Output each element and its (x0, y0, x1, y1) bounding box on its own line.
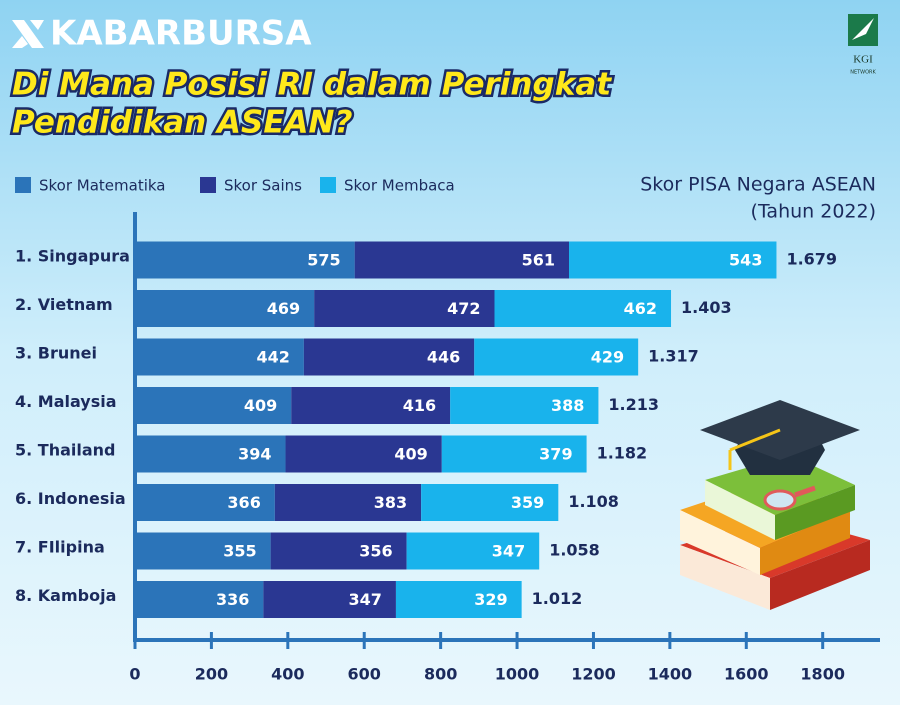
bar-segment (494, 290, 672, 327)
bar-segment (135, 532, 271, 570)
bar-segment (421, 484, 559, 521)
value-label: 472 (447, 299, 480, 318)
value-label: 359 (511, 493, 544, 512)
bar-segment (285, 435, 442, 473)
x-tick-label: 0 (129, 665, 140, 684)
bar-segment (441, 435, 587, 473)
x-tick-label: 400 (271, 665, 304, 684)
value-label: 442 (256, 348, 289, 367)
value-label: 561 (522, 251, 555, 270)
legend-label: Skor Sains (224, 177, 302, 195)
legend-label: Skor Membaca (344, 177, 455, 195)
bar-segment (303, 338, 475, 376)
books-illustration (680, 400, 870, 610)
y-tick-label: 4. Malaysia (15, 392, 117, 411)
value-label: 446 (427, 348, 460, 367)
headline: Di Mana Posisi RI dalam Peringkat (12, 67, 612, 103)
value-label: 543 (729, 251, 762, 270)
value-label: 329 (474, 590, 507, 609)
kgi-logo: KGI NETWORK (848, 14, 878, 76)
legend-swatch (200, 177, 216, 193)
bar-segment (135, 484, 275, 521)
legend-swatch (320, 177, 336, 193)
bar-segment (135, 290, 315, 327)
value-label: 383 (374, 493, 407, 512)
y-tick-label: 5. Thailand (15, 441, 116, 460)
bar-segment (314, 290, 495, 327)
value-label: 366 (227, 493, 260, 512)
bar-segment (135, 435, 286, 473)
bar-segment (135, 581, 264, 618)
bar-segment (450, 387, 599, 424)
x-tick-label: 800 (424, 665, 457, 684)
x-tick-label: 1200 (571, 665, 616, 684)
x-tick-label: 1000 (495, 665, 540, 684)
total-label: 1.403 (681, 298, 732, 317)
total-label: 1.182 (597, 444, 648, 463)
legend-label: Skor Matematika (39, 177, 166, 195)
x-tick-label: 200 (195, 665, 228, 684)
value-label: 336 (216, 590, 249, 609)
value-label: 575 (307, 251, 340, 270)
brand: KABARBURSA (50, 14, 312, 54)
value-label: 429 (591, 348, 624, 367)
brand-icon (12, 20, 44, 48)
total-label: 1.317 (648, 347, 699, 366)
headline: Pendidikan ASEAN? (12, 105, 352, 141)
x-tick-label: 1600 (724, 665, 769, 684)
bar-segment (263, 581, 396, 618)
y-tick-label: 3. Brunei (15, 344, 97, 363)
value-label: 379 (539, 445, 572, 464)
x-tick-label: 600 (348, 665, 381, 684)
value-label: 416 (403, 396, 436, 415)
y-tick-label: 8. Kamboja (15, 586, 116, 605)
total-label: 1.058 (549, 541, 600, 560)
bar-segment (135, 387, 292, 424)
value-label: 388 (551, 396, 584, 415)
total-label: 1.679 (786, 250, 837, 269)
bar-segment (270, 532, 407, 570)
bar-segment (406, 532, 540, 570)
value-label: 394 (238, 445, 271, 464)
subtitle: (Tahun 2022) (751, 201, 876, 223)
bar-segment (135, 338, 304, 376)
value-label: 347 (492, 542, 525, 561)
bar-segment (354, 241, 570, 279)
total-label: 1.108 (568, 492, 619, 511)
logo-subtext: NETWORK (850, 70, 876, 76)
value-label: 409 (394, 445, 427, 464)
value-label: 409 (244, 396, 277, 415)
subtitle: Skor PISA Negara ASEAN (640, 174, 876, 196)
y-tick-label: 7. FIlipina (15, 538, 105, 557)
bar-segment (291, 387, 451, 424)
legend-swatch (15, 177, 31, 193)
bar-segment (274, 484, 422, 521)
bar-segment (135, 241, 355, 279)
x-tick-label: 1400 (648, 665, 693, 684)
value-label: 469 (267, 299, 300, 318)
y-tick-label: 1. Singapura (15, 247, 130, 266)
value-label: 355 (223, 542, 256, 561)
bar-segment (569, 241, 777, 279)
value-label: 462 (624, 299, 657, 318)
y-tick-label: 2. Vietnam (15, 295, 113, 314)
x-tick-label: 1800 (800, 665, 845, 684)
bar-segment (474, 338, 639, 376)
y-tick-label: 6. Indonesia (15, 489, 126, 508)
bar-segment (395, 581, 522, 618)
logo-text: KGI (853, 54, 873, 66)
total-label: 1.012 (532, 589, 583, 608)
value-label: 356 (359, 542, 392, 561)
total-label: 1.213 (608, 395, 659, 414)
value-label: 347 (349, 590, 382, 609)
